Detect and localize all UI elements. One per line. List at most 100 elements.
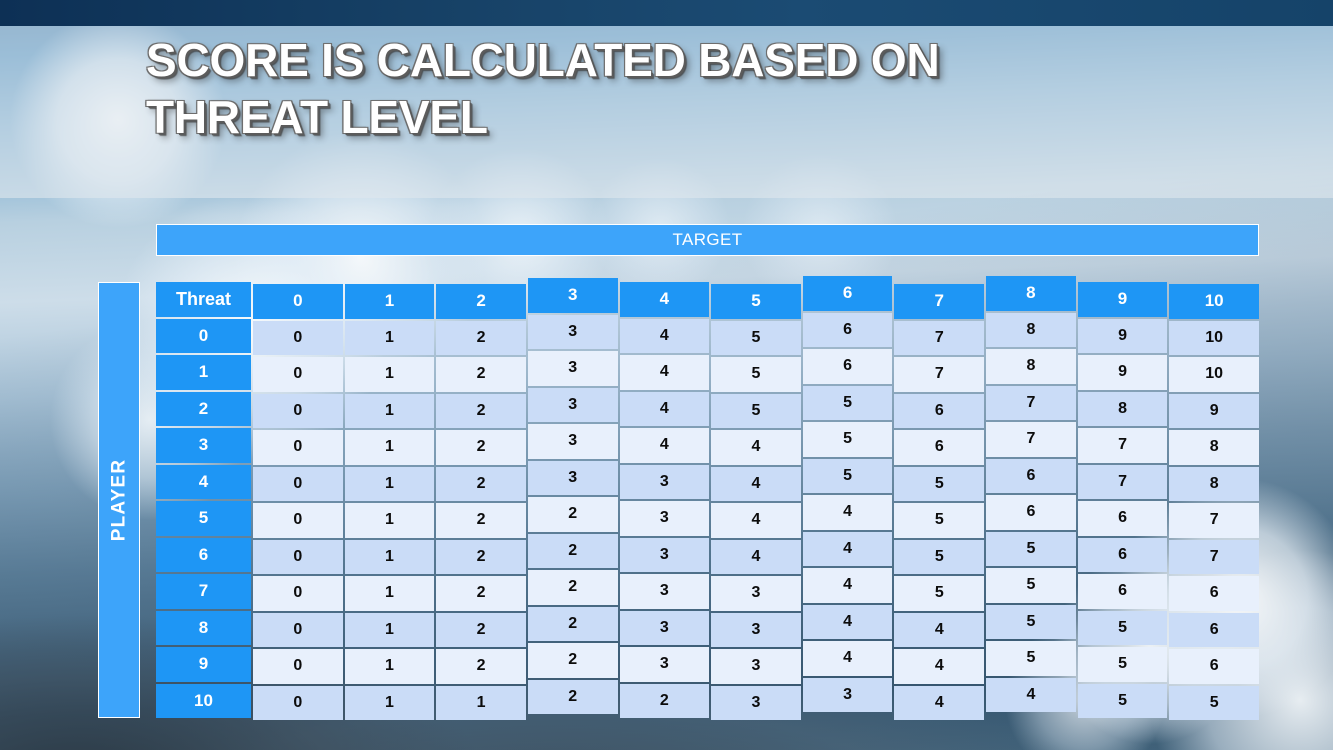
- score-cell: 1: [344, 685, 435, 720]
- title-band: SCORE IS CALCULATED BASED ON THREAT LEVE…: [0, 26, 1333, 198]
- score-cell: 2: [527, 679, 618, 714]
- column-header-9: 9: [1077, 282, 1168, 317]
- score-cell: 0: [253, 649, 343, 684]
- score-cell: 7: [894, 357, 985, 392]
- score-cell: 6: [802, 349, 893, 384]
- matrix-corner-label: Threat: [156, 282, 251, 317]
- score-cell: 10: [1169, 357, 1259, 392]
- score-cell: 3: [711, 576, 801, 611]
- score-cell: 2: [436, 357, 526, 392]
- score-cell: 1: [344, 357, 435, 392]
- score-cell: 7: [1169, 503, 1259, 538]
- score-cell: 2: [527, 570, 618, 605]
- score-cell: 4: [894, 685, 985, 720]
- row-header-5: 5: [156, 501, 251, 536]
- score-cell: 4: [894, 649, 985, 684]
- score-cell: 4: [619, 355, 710, 390]
- score-matrix-table: Threat 0 1 2 3 4 5 6 7 8 9 10 0 0 1 2 3 4 5 6 7 8 9 10 1 0 1 2 3 4 5 6 7…: [156, 276, 1259, 720]
- row-header-0: 0: [156, 318, 251, 353]
- score-cell: 0: [253, 393, 343, 428]
- score-cell: 0: [253, 430, 343, 465]
- column-header-7: 7: [894, 284, 985, 319]
- column-header-5: 5: [711, 284, 801, 319]
- score-cell: 5: [986, 531, 1076, 566]
- score-cell: 5: [802, 458, 893, 493]
- score-cell: 2: [436, 576, 526, 611]
- score-cell: 1: [344, 576, 435, 611]
- score-cell: 1: [344, 430, 435, 465]
- score-cell: 2: [619, 683, 710, 718]
- score-cell: 4: [802, 641, 893, 676]
- row-header-3: 3: [156, 428, 251, 463]
- score-cell: 4: [802, 495, 893, 530]
- score-cell: 5: [802, 385, 893, 420]
- score-cell: 2: [527, 643, 618, 678]
- score-cell: 3: [619, 647, 710, 682]
- target-axis-banner: TARGET: [156, 224, 1259, 256]
- score-cell: 10: [1169, 320, 1259, 355]
- score-cell: 4: [711, 503, 801, 538]
- score-cell: 2: [436, 539, 526, 574]
- column-header-10: 10: [1169, 284, 1259, 319]
- score-cell: 4: [711, 430, 801, 465]
- score-cell: 1: [344, 539, 435, 574]
- score-cell: 3: [527, 351, 618, 386]
- score-cell: 5: [1077, 610, 1168, 645]
- score-cell: 0: [253, 685, 343, 720]
- score-cell: 8: [1169, 430, 1259, 465]
- score-cell: 3: [619, 610, 710, 645]
- score-cell: 1: [344, 393, 435, 428]
- score-cell: 5: [802, 422, 893, 457]
- row-header-8: 8: [156, 610, 251, 645]
- column-header-8: 8: [986, 276, 1076, 311]
- column-header-4: 4: [619, 282, 710, 317]
- score-cell: 3: [711, 612, 801, 647]
- score-cell: 2: [436, 393, 526, 428]
- score-cell: 7: [1077, 464, 1168, 499]
- score-cell: 4: [802, 604, 893, 639]
- score-cell: 8: [986, 349, 1076, 384]
- score-cell: 8: [1169, 466, 1259, 501]
- score-cell: 2: [527, 533, 618, 568]
- score-cell: 4: [619, 391, 710, 426]
- column-header-2: 2: [436, 284, 526, 319]
- score-cell: 3: [619, 464, 710, 499]
- score-cell: 3: [802, 677, 893, 712]
- target-axis-label: TARGET: [672, 230, 743, 249]
- score-cell: 3: [527, 460, 618, 495]
- score-cell: 5: [986, 641, 1076, 676]
- score-cell: 1: [344, 649, 435, 684]
- score-cell: 0: [253, 466, 343, 501]
- column-header-0: 0: [253, 284, 343, 319]
- score-cell: 2: [436, 612, 526, 647]
- score-cell: 2: [436, 649, 526, 684]
- score-cell: 5: [711, 393, 801, 428]
- score-cell: 4: [986, 677, 1076, 712]
- score-cell: 6: [894, 430, 985, 465]
- score-cell: 4: [619, 428, 710, 463]
- score-cell: 5: [986, 568, 1076, 603]
- column-header-1: 1: [344, 284, 435, 319]
- column-header-3: 3: [527, 278, 618, 313]
- page-title: SCORE IS CALCULATED BASED ON THREAT LEVE…: [146, 34, 940, 143]
- score-cell: 6: [1077, 537, 1168, 572]
- score-cell: 5: [894, 466, 985, 501]
- row-header-4: 4: [156, 464, 251, 499]
- score-cell: 2: [527, 606, 618, 641]
- score-cell: 6: [1169, 576, 1259, 611]
- score-cell: 2: [436, 503, 526, 538]
- score-cell: 4: [894, 612, 985, 647]
- score-cell: 5: [711, 357, 801, 392]
- score-cell: 5: [894, 576, 985, 611]
- score-cell: 6: [894, 393, 985, 428]
- score-cell: 4: [711, 466, 801, 501]
- score-cell: 5: [986, 604, 1076, 639]
- score-cell: 3: [527, 314, 618, 349]
- score-cell: 5: [1077, 647, 1168, 682]
- score-cell: 6: [802, 312, 893, 347]
- score-cell: 5: [894, 503, 985, 538]
- score-cell: 0: [253, 320, 343, 355]
- score-cell: 9: [1077, 318, 1168, 353]
- score-cell: 8: [1077, 391, 1168, 426]
- player-axis-label: PLAYER: [108, 458, 129, 542]
